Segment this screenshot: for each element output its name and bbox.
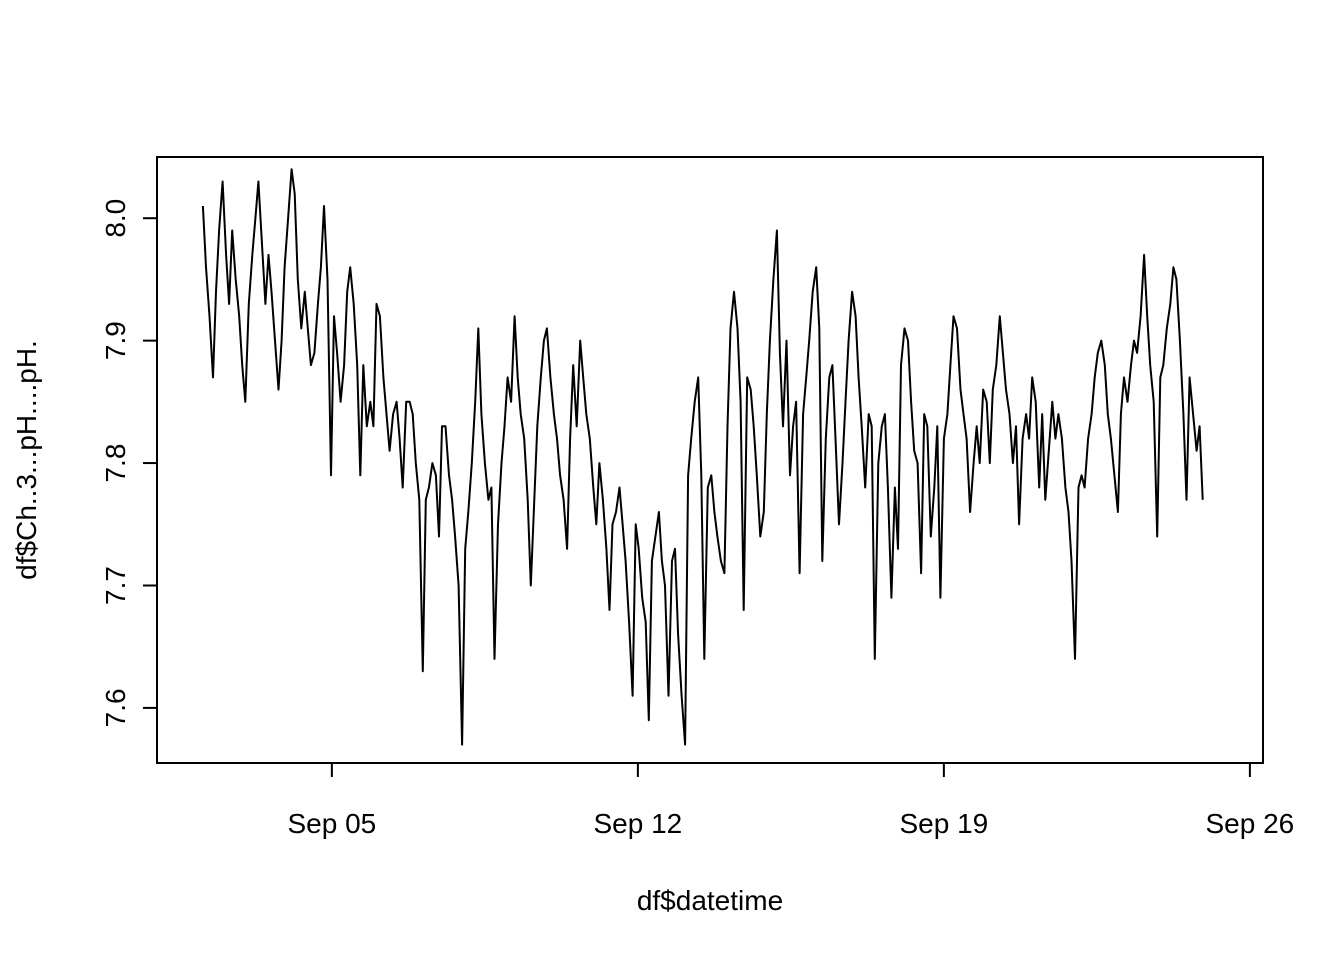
x-tick-label: Sep 19: [900, 808, 989, 839]
x-axis: Sep 05 Sep 12 Sep 19 Sep 26: [287, 763, 1294, 839]
y-tick-label: 7.7: [100, 566, 131, 605]
y-tick-label: 7.8: [100, 444, 131, 483]
x-tick-label: Sep 12: [593, 808, 682, 839]
x-axis-title: df$datetime: [637, 885, 783, 916]
ph-series-line: [201, 168, 1204, 746]
y-tick-label: 8.0: [100, 199, 131, 238]
y-tick-label: 7.6: [100, 688, 131, 727]
y-axis: 7.6 7.7 7.8 7.9 8.0: [100, 199, 157, 727]
plot-frame: [156, 156, 1264, 764]
x-tick-label: Sep 05: [287, 808, 376, 839]
x-tick-label: Sep 26: [1206, 808, 1295, 839]
y-tick-label: 7.9: [100, 321, 131, 360]
y-axis-title: df$Ch..3...pH....pH.: [11, 340, 42, 580]
